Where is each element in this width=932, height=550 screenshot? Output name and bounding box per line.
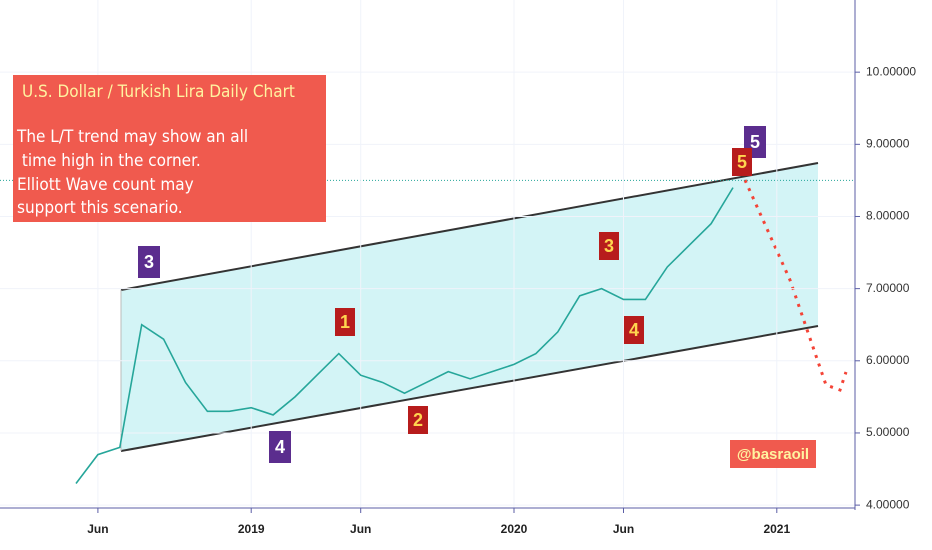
y-tick-label: 7.00000 [866, 281, 910, 295]
wave-label: 3 [144, 252, 154, 272]
projection [743, 179, 848, 392]
y-tick-label: 4.00000 [866, 497, 910, 511]
wave-label: 3 [604, 236, 614, 256]
note: support this scenario. [17, 198, 183, 218]
wave-label: 2 [413, 410, 423, 430]
channel-bottom [120, 325, 819, 452]
x-tick-label: Jun [613, 522, 634, 536]
wave-label: 5 [737, 152, 747, 172]
y-tick-label: 5.00000 [866, 425, 910, 439]
wave-box [335, 308, 355, 336]
x-tick-label: Jun [350, 522, 371, 536]
note-box [13, 75, 326, 222]
wave-label: 5 [750, 132, 760, 152]
note: time high in the corner. [17, 151, 201, 171]
author-box [730, 440, 816, 468]
x-tick-label: 2019 [238, 522, 265, 536]
y-tick-label: 9.00000 [866, 136, 910, 150]
wave-label: 4 [275, 437, 285, 457]
axis-bg [855, 0, 932, 550]
author: @basraoil [737, 446, 809, 463]
y-tick-label: 6.00000 [866, 353, 910, 367]
x-tick-label: 2021 [763, 522, 790, 536]
y-tick-label: 10.00000 [866, 64, 916, 78]
wave-label: 1 [340, 312, 350, 332]
x-tick-label: 2020 [501, 522, 528, 536]
wave-box [599, 232, 619, 260]
wave-box [732, 148, 752, 176]
wave-box [138, 246, 160, 278]
note: The L/T trend may show an all [16, 127, 248, 147]
wave-box [269, 431, 291, 463]
wave-box [624, 316, 644, 344]
channel-fill [121, 163, 818, 451]
wave-label: 4 [629, 320, 639, 340]
price-series [75, 187, 734, 484]
y-tick-label: 8.00000 [866, 209, 910, 223]
x-tick-label: Jun [87, 522, 108, 536]
channel-top [120, 162, 819, 291]
title: U.S. Dollar / Turkish Lira Daily Chart [22, 82, 295, 102]
note: Elliott Wave count may [17, 175, 194, 195]
wave-box [408, 406, 428, 434]
